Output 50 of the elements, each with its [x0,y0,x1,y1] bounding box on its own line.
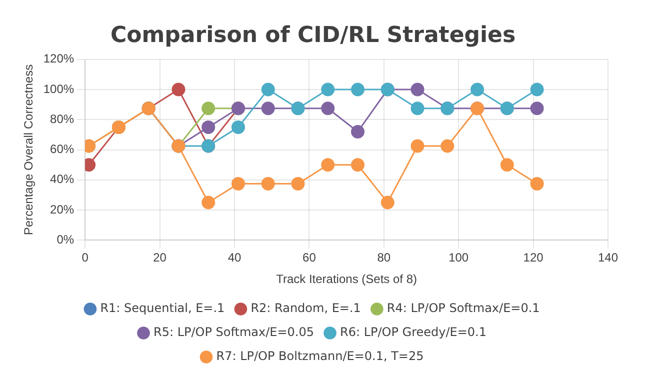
point [500,158,514,172]
point [261,176,275,190]
point [410,139,424,153]
y-tick-label: 80% [50,112,74,126]
y-axis-title: Percentage Overall Correctness [22,64,36,236]
x-tick-label: 80 [377,250,391,265]
x-tick-label: 0 [82,250,89,265]
legend-label: R4: LP/OP Softmax/E=0.1 [386,301,540,316]
x-tick-label: 100 [448,250,469,265]
point [530,102,544,116]
point [380,196,394,210]
point [202,196,216,210]
legend-label: R1: Sequential, E=.1 [100,301,225,316]
point [410,82,424,96]
point [291,176,305,190]
y-tick-label: 0% [56,232,74,247]
legend-label: R7: LP/OP Boltzmann/E=0.1, T=25 [216,349,424,364]
y-tick-label: 60% [50,142,74,156]
point [440,139,454,153]
point [261,82,275,96]
point [231,176,245,190]
point [202,120,216,134]
x-tick-label: 40 [228,250,242,265]
point [470,82,484,96]
legend-label: R6: LP/OP Greedy/E=0.1 [340,325,487,340]
x-tick-label: 20 [153,250,167,265]
point [351,124,364,138]
y-tick-label: 100% [43,82,74,96]
point [202,102,216,116]
point [231,120,245,134]
x-tick-label: 140 [598,250,618,265]
x-axis-title: Track Iterations (Sets of 8) [276,272,418,286]
point [351,158,364,172]
point [172,82,186,96]
point [261,102,275,116]
y-tick-label: 120% [43,52,74,66]
y-tick-label: 40% [50,172,74,186]
legend-label: R2: Random, E=.1 [250,301,361,316]
point [321,158,335,172]
chart-title: Comparison of CID/RL Strategies [110,22,516,48]
point [410,102,424,116]
point [530,176,544,190]
x-tick-label: 60 [302,250,316,265]
point [321,102,335,116]
point [321,82,335,96]
x-tick-label: 120 [523,250,544,265]
point [351,82,364,96]
point [530,82,544,96]
legend-label: R5: LP/OP Softmax/E=0.05 [153,325,314,340]
y-tick-label: 20% [50,202,74,216]
